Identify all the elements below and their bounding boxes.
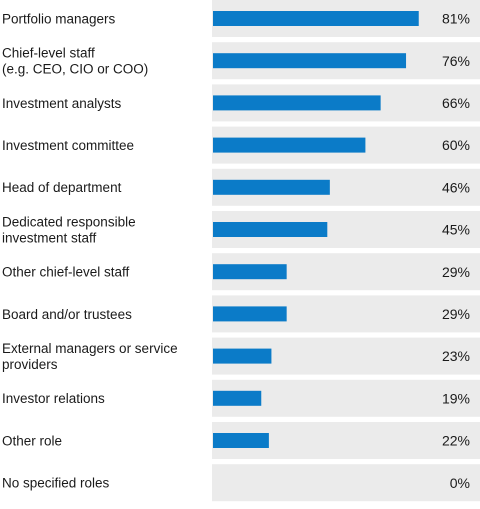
bar	[213, 179, 330, 195]
value-label: 81%	[442, 11, 470, 27]
bar-row: External managers or service providers 23%	[2, 337, 480, 375]
bar-row: Other role 22%	[2, 422, 480, 459]
category-label-line: Investment analysts	[2, 96, 122, 111]
category-label: Portfolio managers	[2, 11, 116, 26]
value-label: 45%	[442, 222, 470, 238]
bar-row: Head of department 46%	[2, 168, 480, 206]
category-label: Investment committee	[2, 138, 134, 153]
category-label-line: providers	[2, 357, 58, 372]
category-label-line: Investor relations	[2, 391, 105, 406]
category-label: Other role	[2, 433, 62, 448]
value-label: 60%	[442, 137, 470, 153]
value-label: 46%	[442, 179, 470, 195]
bar	[213, 306, 287, 322]
bar	[213, 348, 272, 364]
category-label-line: Investment committee	[2, 138, 134, 153]
bar-row: Investment committee 60%	[2, 126, 480, 164]
category-label-line: Board and/or trustees	[2, 307, 132, 322]
bar	[213, 433, 269, 448]
category-label-line: External managers or service	[2, 341, 178, 356]
bar-row: Board and/or trustees 29%	[2, 295, 480, 333]
category-label-line: Other role	[2, 433, 62, 448]
value-label: 19%	[442, 390, 470, 406]
category-label: Head of department	[2, 180, 122, 195]
bar	[213, 222, 328, 237]
bar-row: Investment analysts 66%	[2, 84, 480, 122]
value-label: 23%	[442, 348, 470, 364]
category-label-line: Head of department	[2, 180, 122, 195]
category-label: Chief-level staff (e.g. CEO, CIO or COO)	[2, 46, 148, 77]
value-label: 76%	[442, 53, 470, 69]
bar	[213, 390, 262, 406]
category-label-line: investment staff	[2, 230, 97, 245]
bar	[213, 137, 366, 153]
bar-row: Other chief-level staff 29%	[2, 253, 480, 291]
category-label-line: Portfolio managers	[2, 11, 116, 26]
row-background	[212, 464, 480, 502]
category-label-line: (e.g. CEO, CIO or COO)	[2, 62, 148, 77]
category-label-line: Chief-level staff	[2, 46, 95, 61]
category-label: Investment analysts	[2, 96, 122, 111]
bar-row: Portfolio managers 81%	[2, 0, 480, 37]
bar	[213, 95, 381, 111]
bar	[213, 264, 287, 280]
category-label-line: No specified roles	[2, 476, 110, 491]
category-label: Investor relations	[2, 391, 105, 406]
value-label: 29%	[442, 264, 470, 280]
value-label: 66%	[442, 95, 470, 111]
bar	[213, 53, 407, 69]
category-label: External managers or service providers	[2, 341, 178, 372]
category-label-line: Dedicated responsible	[2, 214, 136, 229]
category-label: Dedicated responsible investment staff	[2, 214, 136, 245]
bar	[213, 11, 419, 26]
value-label: 29%	[442, 306, 470, 322]
bar-row: Investor relations 19%	[2, 379, 480, 417]
bar-row: Dedicated responsible investment staff 45%	[2, 211, 480, 248]
category-label: Other chief-level staff	[2, 265, 130, 280]
category-label-line: Other chief-level staff	[2, 265, 130, 280]
value-label: 22%	[442, 433, 470, 449]
bar-row: No specified roles 0%	[2, 464, 480, 502]
bar-row: Chief-level staff (e.g. CEO, CIO or COO) 7…	[2, 42, 480, 80]
category-label: Board and/or trustees	[2, 307, 132, 322]
value-label: 0%	[450, 475, 470, 491]
category-label: No specified roles	[2, 476, 110, 491]
